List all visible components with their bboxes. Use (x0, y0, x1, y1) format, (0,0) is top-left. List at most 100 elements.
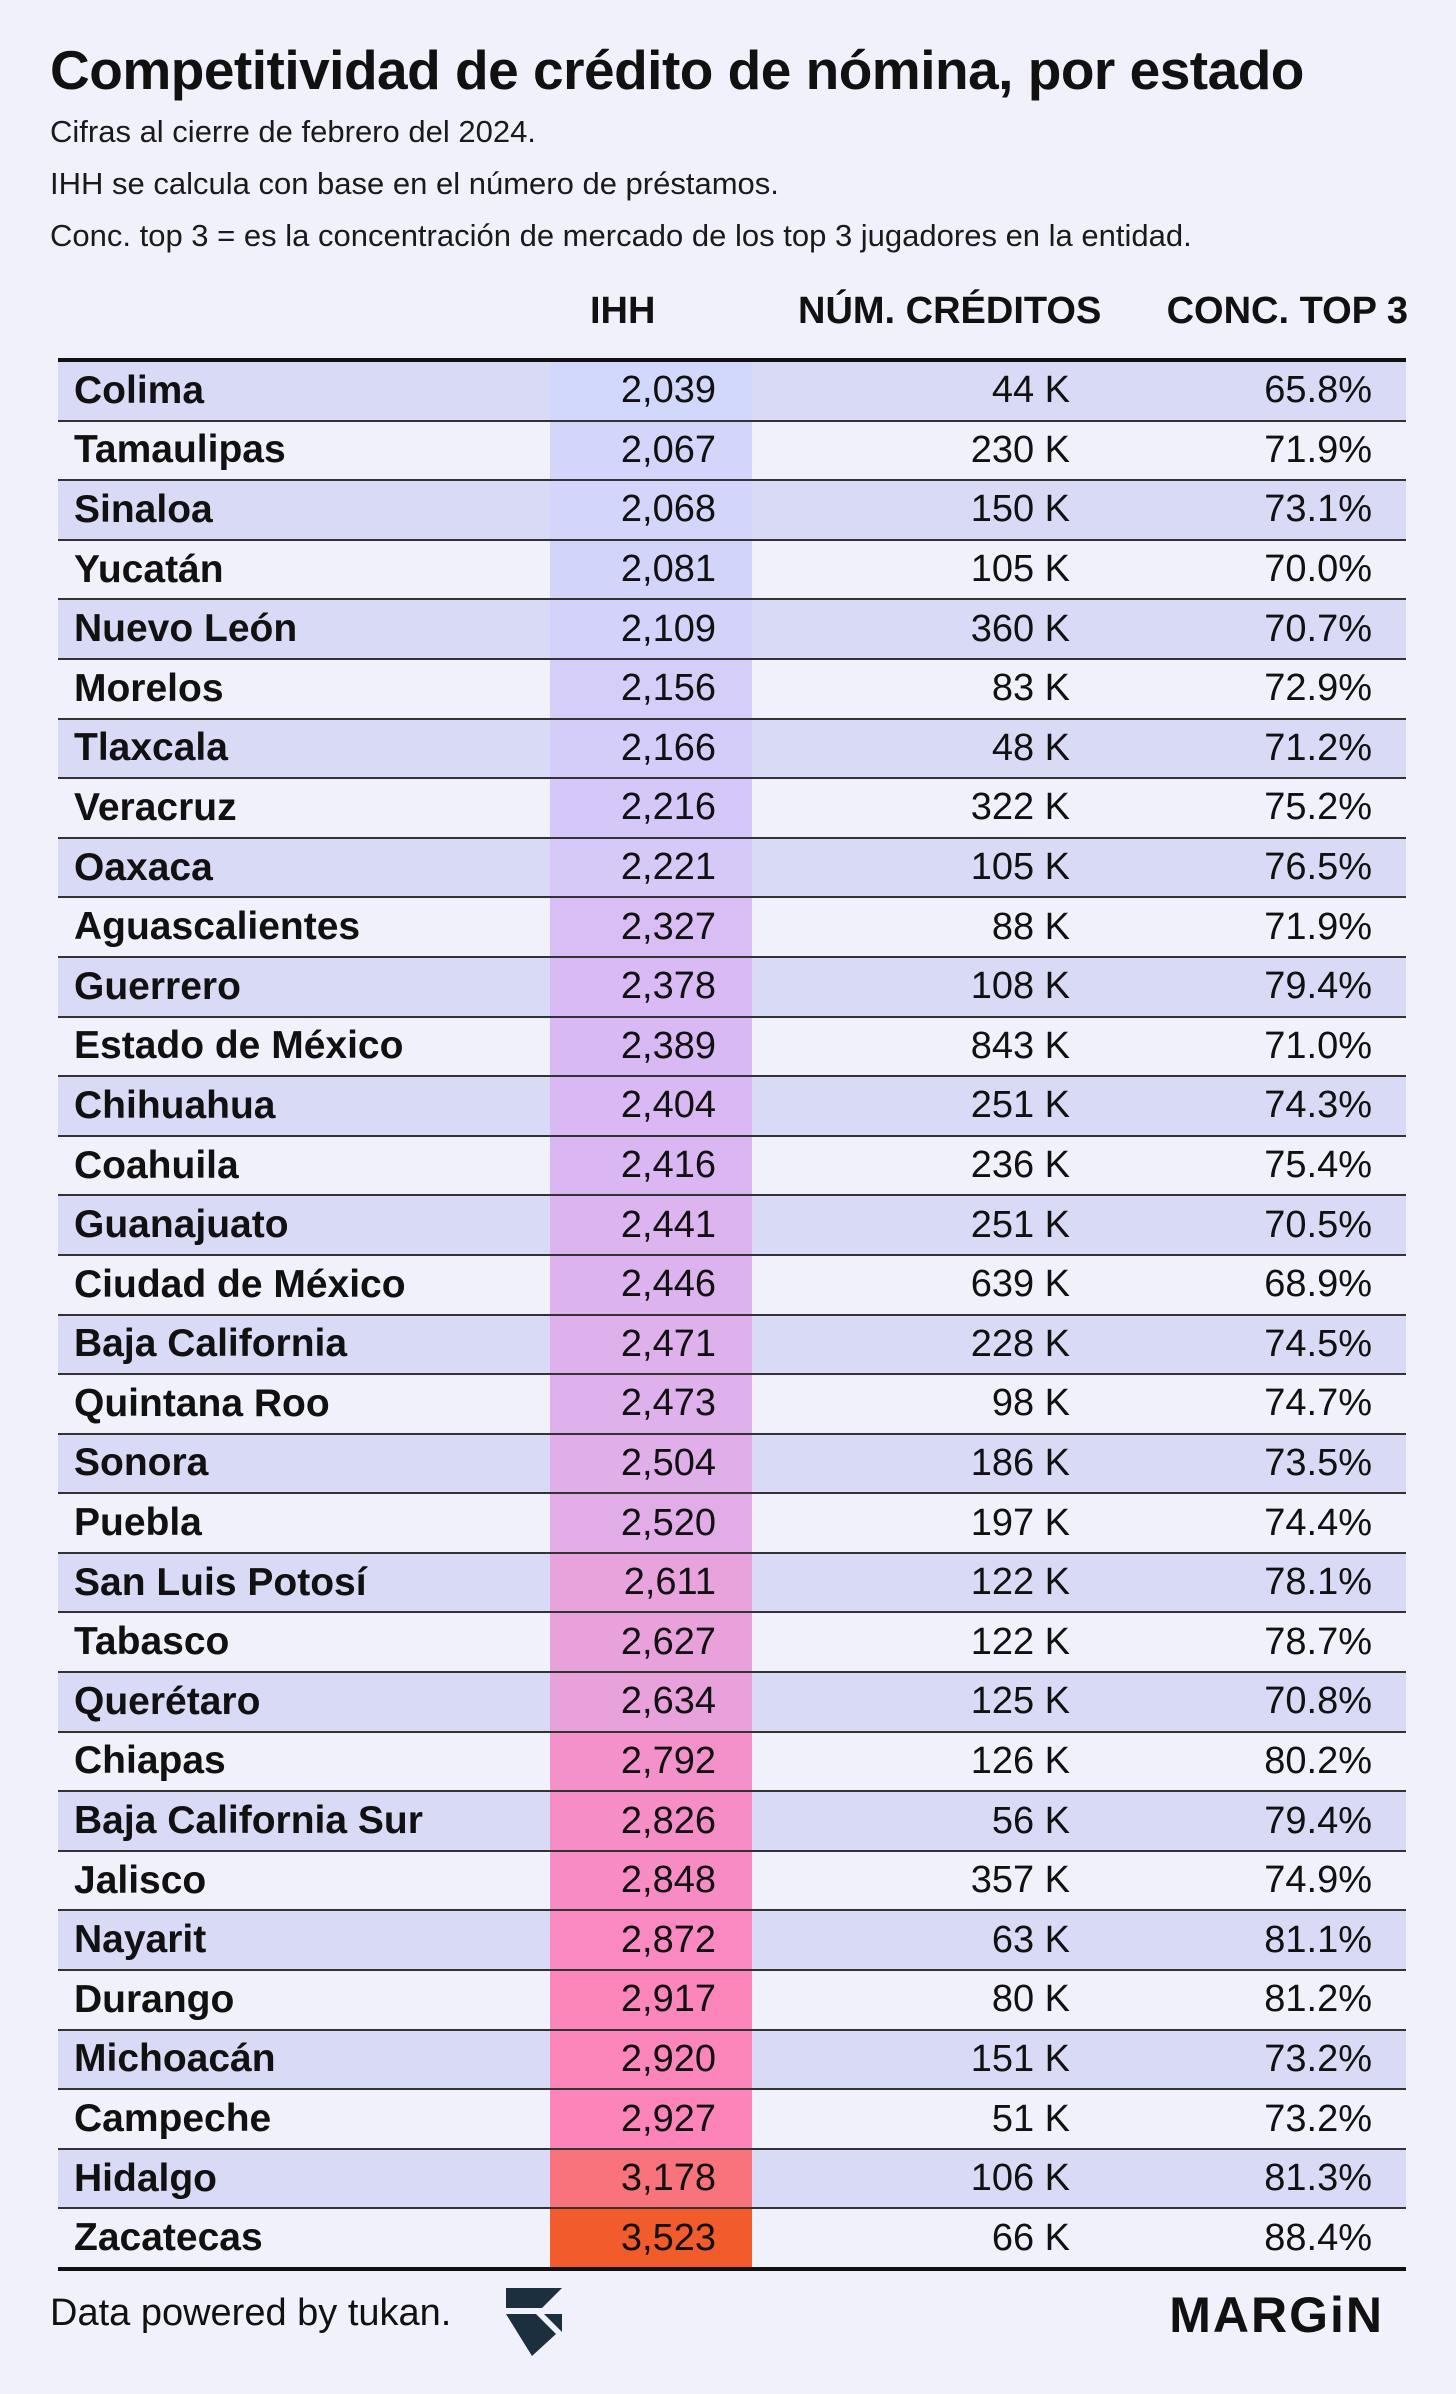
ihh-cell: 2,404 (550, 1077, 752, 1135)
creditos-cell: 83 K (991, 667, 1070, 710)
conc-cell: 81.3% (1264, 2157, 1372, 2200)
table-row: Jalisco 2,848 357 K 74.9% (58, 1851, 1406, 1912)
conc-cell: 79.4% (1264, 1799, 1372, 1842)
ihh-cell: 2,792 (550, 1732, 752, 1791)
conc-cell: 73.2% (1264, 2037, 1372, 2080)
ihh-cell: 3,178 (550, 2149, 752, 2208)
table-row: Sinaloa 2,068 150 K 73.1% (58, 481, 1406, 541)
conc-cell: 79.4% (1264, 965, 1372, 1008)
ihh-cell: 3,523 (550, 2209, 752, 2267)
state-name: Sinaloa (74, 487, 213, 531)
creditos-cell: 98 K (991, 1382, 1070, 1425)
ihh-cell: 2,221 (550, 838, 752, 897)
column-header-ihh: IHH (590, 290, 656, 332)
conc-cell: 71.9% (1264, 905, 1372, 948)
subtitle-ihh-note: IHH se calcula con base en el número de … (50, 166, 779, 201)
creditos-cell: 251 K (970, 1084, 1070, 1127)
ihh-cell: 2,067 (550, 421, 752, 480)
creditos-cell: 66 K (991, 2216, 1070, 2259)
conc-cell: 80.2% (1264, 1739, 1372, 1782)
state-name: Durango (74, 1977, 235, 2021)
ihh-cell: 2,081 (550, 540, 752, 599)
creditos-cell: 197 K (970, 1501, 1070, 1544)
ihh-cell: 2,068 (550, 481, 752, 539)
state-name: Hidalgo (74, 2156, 217, 2200)
column-header-conc: CONC. TOP 3 (1166, 290, 1408, 332)
table-row: Nayarit 2,872 63 K 81.1% (58, 1911, 1406, 1972)
ihh-cell: 2,378 (550, 957, 752, 1016)
creditos-cell: 105 K (970, 846, 1070, 889)
state-name: Veracruz (74, 785, 237, 829)
conc-cell: 74.7% (1264, 1382, 1372, 1425)
creditos-cell: 44 K (991, 369, 1070, 412)
conc-cell: 73.1% (1264, 488, 1372, 531)
data-table: Colima 2,039 44 K 65.8% Tamaulipas 2,067 230 K… (58, 358, 1406, 2271)
ihh-cell: 2,504 (550, 1434, 752, 1493)
ihh-cell: 2,872 (550, 1911, 752, 1970)
table-row: Baja California Sur 2,826 56 K 79.4% (58, 1792, 1406, 1852)
table-row: Yucatán 2,081 105 K 70.0% (58, 540, 1406, 601)
conc-cell: 73.5% (1264, 1441, 1372, 1484)
creditos-cell: 125 K (970, 1680, 1070, 1723)
conc-cell: 71.2% (1264, 726, 1372, 769)
page-title: Competitividad de crédito de nómina, por… (50, 39, 1304, 101)
ihh-cell: 2,166 (550, 719, 752, 778)
table-row: Estado de México 2,389 843 K 71.0% (58, 1017, 1406, 1078)
table-row: Guerrero 2,378 108 K 79.4% (58, 957, 1406, 1018)
conc-cell: 75.4% (1264, 1144, 1372, 1187)
state-name: Yucatán (74, 547, 224, 591)
table-row: Morelos 2,156 83 K 72.9% (58, 659, 1406, 720)
ihh-cell: 2,473 (550, 1375, 752, 1433)
state-name: Guerrero (74, 964, 241, 1008)
conc-cell: 75.2% (1264, 786, 1372, 829)
table-row: Aguascalientes 2,327 88 K 71.9% (58, 898, 1406, 958)
table-row: Chihuahua 2,404 251 K 74.3% (58, 1077, 1406, 1137)
state-name: Nuevo León (74, 607, 298, 651)
state-name: Michoacán (74, 2037, 276, 2081)
state-name: Oaxaca (74, 845, 213, 889)
creditos-cell: 48 K (991, 726, 1070, 769)
state-name: Chiapas (74, 1739, 226, 1783)
table-row: Sonora 2,504 186 K 73.5% (58, 1434, 1406, 1495)
state-name: Colima (74, 368, 205, 412)
creditos-cell: 236 K (970, 1144, 1070, 1187)
conc-cell: 70.7% (1264, 607, 1372, 650)
ihh-cell: 2,611 (550, 1553, 752, 1612)
table-row: Coahuila 2,416 236 K 75.4% (58, 1136, 1406, 1197)
tukan-logo-icon (506, 2288, 562, 2356)
creditos-cell: 108 K (970, 965, 1070, 1008)
state-name: Puebla (74, 1501, 202, 1545)
ihh-cell: 2,920 (550, 2030, 752, 2089)
creditos-cell: 186 K (970, 1441, 1070, 1484)
state-name: Zacatecas (74, 2216, 263, 2260)
state-name: Tabasco (74, 1620, 230, 1664)
ihh-cell: 2,156 (550, 659, 752, 718)
table-row: Hidalgo 3,178 106 K 81.3% (58, 2149, 1406, 2210)
creditos-cell: 151 K (970, 2037, 1070, 2080)
conc-cell: 70.8% (1264, 1680, 1372, 1723)
creditos-cell: 357 K (970, 1859, 1070, 1902)
ihh-cell: 2,634 (550, 1673, 752, 1731)
subtitle-conc-note: Conc. top 3 = es la concentración de mer… (50, 218, 1192, 253)
table-row: Guanajuato 2,441 251 K 70.5% (58, 1196, 1406, 1256)
conc-cell: 74.9% (1264, 1859, 1372, 1902)
table-row: Tamaulipas 2,067 230 K 71.9% (58, 421, 1406, 482)
table-row: Zacatecas 3,523 66 K 88.4% (58, 2209, 1406, 2267)
table-row: Colima 2,039 44 K 65.8% (58, 362, 1406, 422)
ihh-cell: 2,327 (550, 898, 752, 956)
creditos-cell: 639 K (970, 1263, 1070, 1306)
creditos-cell: 122 K (970, 1620, 1070, 1663)
column-header-creditos: NÚM. CRÉDITOS (798, 290, 1102, 332)
ihh-cell: 2,848 (550, 1851, 752, 1910)
state-name: Estado de México (74, 1024, 404, 1068)
creditos-cell: 56 K (991, 1799, 1070, 1842)
conc-cell: 78.7% (1264, 1620, 1372, 1663)
conc-cell: 70.0% (1264, 548, 1372, 591)
conc-cell: 71.0% (1264, 1024, 1372, 1067)
state-name: Querétaro (74, 1679, 261, 1723)
creditos-cell: 106 K (970, 2157, 1070, 2200)
table-row: San Luis Potosí 2,611 122 K 78.1% (58, 1553, 1406, 1614)
ihh-cell: 2,389 (550, 1017, 752, 1076)
state-name: Ciudad de México (74, 1262, 406, 1306)
table-row: Veracruz 2,216 322 K 75.2% (58, 779, 1406, 839)
